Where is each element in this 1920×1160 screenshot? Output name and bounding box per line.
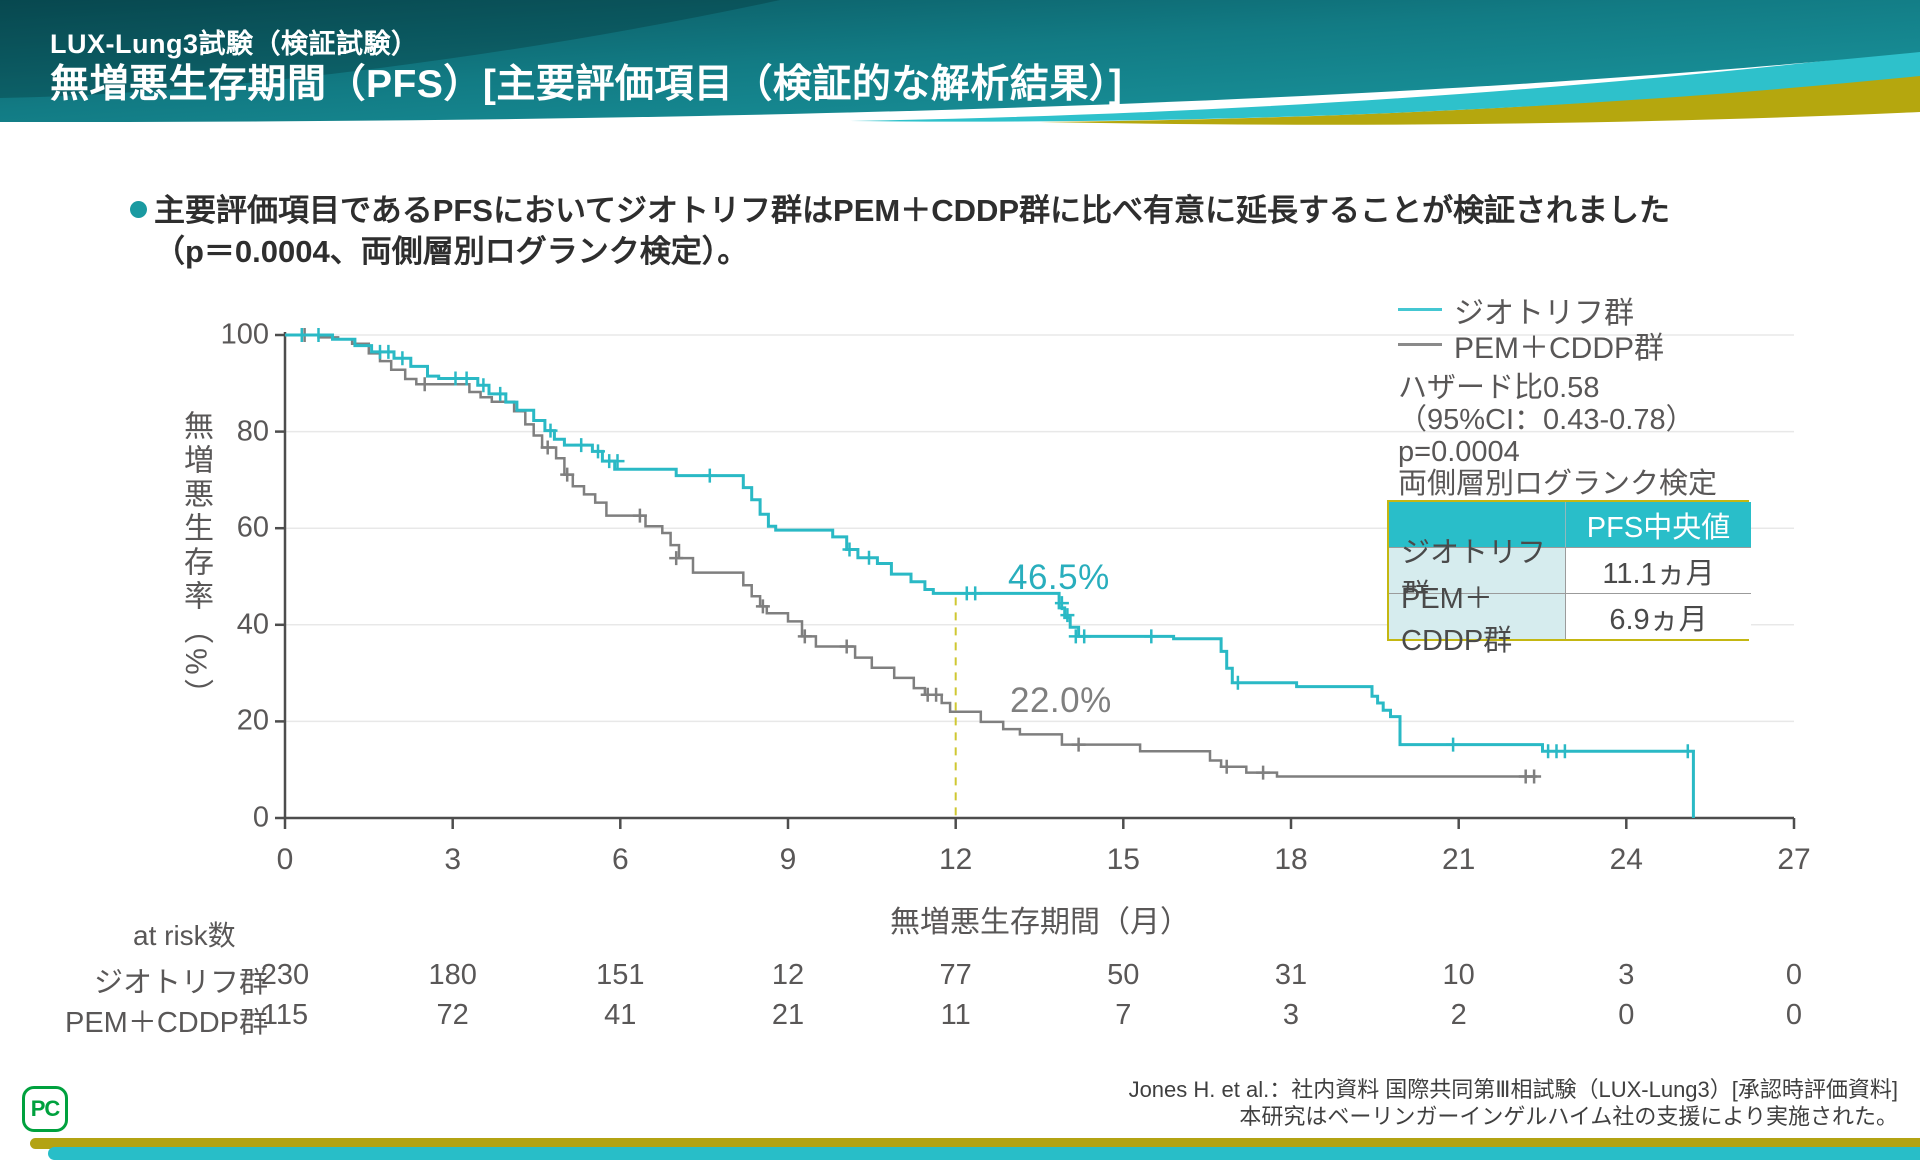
- x-tick-label: 18: [1274, 843, 1308, 876]
- summary-line-2: （p＝0.0004、両側層別ログランク検定）。: [154, 234, 749, 269]
- statistics-block: ハザード比0.58 （95%CI：0.43-0.78） p=0.0004 両側層…: [1398, 372, 1717, 500]
- at-risk-count: 7: [1115, 999, 1132, 1031]
- at-risk-count: 115: [261, 999, 309, 1031]
- summary-line-1: 主要評価項目であるPFSにおいてジオトリフ群はPEM＋CDDP群に比べ有意に延長…: [154, 193, 1671, 228]
- header-banner: LUX-Lung3試験（検証試験） 無増悪生存期間（PFS）[主要評価項目（検証…: [0, 0, 1920, 140]
- x-tick-label: 6: [611, 843, 629, 876]
- annotation-pem-12mo: 22.0%: [1010, 681, 1112, 720]
- hazard-ratio: ハザード比0.58: [1398, 372, 1600, 404]
- pem-line-swatch: [1398, 343, 1442, 346]
- header-subtitle: LUX-Lung3試験（検証試験）: [50, 29, 419, 59]
- x-axis-title: 無増悪生存期間（月）: [890, 906, 1190, 939]
- x-tick-label: 3: [444, 843, 462, 876]
- at-risk-count: 0: [1785, 999, 1803, 1031]
- table-corner-cell: [1389, 502, 1566, 547]
- citation-line-1: Jones H. et al.：社内資料 国際共同第Ⅲ相試験（LUX-Lung3…: [1128, 1077, 1898, 1102]
- test-name: 両側層別ログランク検定: [1398, 468, 1718, 500]
- bottom-olive-bar: [30, 1138, 1920, 1149]
- y-tick-label: 20: [236, 704, 269, 737]
- y-tick-label: 80: [236, 415, 269, 448]
- table-row-giotrif-value: 11.1ヵ月: [1566, 547, 1751, 593]
- legend-label-pem: PEM＋CDDP群: [1454, 331, 1665, 365]
- y-tick-label: 0: [252, 801, 269, 834]
- header-main-shape: [0, 0, 1920, 123]
- at-risk-count: 180: [428, 959, 477, 991]
- bullet-icon: [130, 201, 147, 218]
- x-tick-label: 27: [1777, 843, 1811, 876]
- p-value: p=0.0004: [1398, 436, 1520, 468]
- at-risk-count: 230: [260, 959, 310, 991]
- at-risk-count: 0: [1618, 999, 1635, 1031]
- at-risk-count: 50: [1107, 959, 1140, 991]
- x-tick-label: 9: [779, 843, 797, 876]
- x-tick-label: 12: [939, 843, 973, 876]
- header-cyan-stripe: [850, 50, 1920, 122]
- x-tick-label: 24: [1609, 843, 1643, 876]
- at-risk-count: 10: [1442, 959, 1475, 991]
- chart-legend: ジオトリフ群 PEM＋CDDP群: [1398, 292, 1664, 365]
- x-tick-label: 0: [276, 843, 294, 876]
- legend-item-pem: PEM＋CDDP群: [1398, 327, 1664, 365]
- giotrif-line-swatch: [1398, 308, 1442, 311]
- header-wave-graphic: [0, 0, 1920, 125]
- legend-label-giotrif: ジオトリフ群: [1454, 296, 1634, 330]
- page-title: 無増悪生存期間（PFS）[主要評価項目（検証的な解析結果）]: [50, 63, 1123, 106]
- legend-item-giotrif: ジオトリフ群: [1398, 292, 1664, 330]
- at-risk-count: 41: [604, 999, 637, 1031]
- x-tick-label: 21: [1442, 843, 1476, 876]
- at-risk-row-label-giotrif: ジオトリフ群: [93, 967, 268, 999]
- citation-line-2: 本研究はベーリンガーインゲルハイム社の支援により実施された。: [1239, 1104, 1898, 1129]
- at-risk-count: 0: [1785, 959, 1803, 991]
- at-risk-count: 31: [1274, 959, 1308, 991]
- at-risk-count: 3: [1282, 999, 1300, 1031]
- at-risk-count: 77: [939, 959, 972, 991]
- bottom-teal-bar: [48, 1147, 1920, 1160]
- at-risk-count: 72: [436, 999, 469, 1031]
- y-axis-title: 無増悪生存率（%）: [179, 410, 212, 713]
- at-risk-count: 151: [596, 959, 645, 991]
- header-olive-stripe: [1040, 74, 1920, 125]
- at-risk-count: 21: [771, 999, 805, 1031]
- x-tick-label: 15: [1106, 843, 1140, 876]
- confidence-interval: （95%CI：0.43-0.78）: [1398, 404, 1695, 436]
- at-risk-count: 2: [1450, 999, 1467, 1031]
- annotation-giotrif-12mo: 46.5%: [1008, 558, 1110, 597]
- y-tick-label: 40: [236, 608, 269, 641]
- header-dark-wave: [0, 0, 780, 98]
- at-risk-count: 3: [1618, 959, 1635, 991]
- at-risk-row-label-pem: PEM＋CDDP群: [64, 1007, 268, 1039]
- citation: Jones H. et al.：社内資料 国際共同第Ⅲ相試験（LUX-Lung3…: [1129, 1076, 1898, 1130]
- table-header-median: PFS中央値: [1566, 502, 1751, 547]
- table-row-pem-value: 6.9ヵ月: [1566, 593, 1751, 639]
- at-risk-count: 12: [771, 959, 805, 991]
- table-row-pem-label: PEM＋CDDP群: [1389, 583, 1566, 657]
- at-risk-count: 11: [940, 999, 971, 1031]
- y-tick-label: 100: [220, 318, 269, 351]
- pc-logo: PC: [22, 1086, 68, 1132]
- median-pfs-table: PFS中央値 ジオトリフ群 11.1ヵ月 PEM＋CDDP群 6.9ヵ月: [1387, 500, 1751, 657]
- at-risk-title: at risk数: [133, 920, 236, 951]
- y-tick-label: 60: [236, 511, 269, 544]
